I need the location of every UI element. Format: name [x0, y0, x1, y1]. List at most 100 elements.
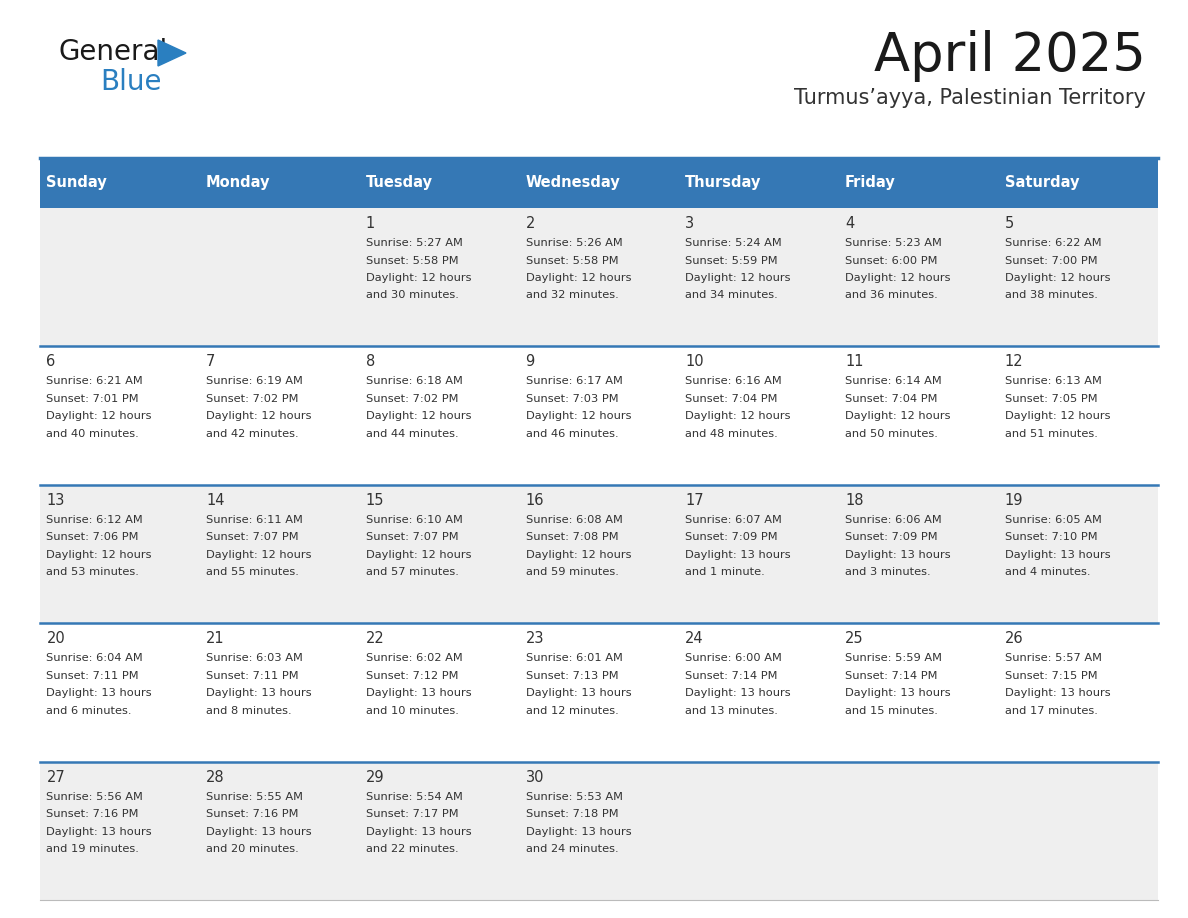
Text: and 48 minutes.: and 48 minutes. — [685, 429, 778, 439]
Text: 26: 26 — [1005, 632, 1023, 646]
Text: Sunset: 5:58 PM: Sunset: 5:58 PM — [366, 255, 459, 265]
Text: Sunset: 7:15 PM: Sunset: 7:15 PM — [1005, 671, 1098, 681]
Bar — [519, 762, 678, 900]
Text: and 22 minutes.: and 22 minutes. — [366, 844, 459, 854]
Bar — [519, 208, 678, 346]
Text: Sunrise: 5:54 AM: Sunrise: 5:54 AM — [366, 791, 462, 801]
Text: and 36 minutes.: and 36 minutes. — [845, 290, 937, 300]
Bar — [839, 762, 998, 900]
Text: 3: 3 — [685, 216, 694, 231]
Text: and 59 minutes.: and 59 minutes. — [525, 567, 619, 577]
Text: Sunrise: 6:04 AM: Sunrise: 6:04 AM — [46, 654, 143, 663]
Text: 7: 7 — [206, 354, 215, 369]
Bar — [40, 485, 200, 623]
Text: Daylight: 12 hours: Daylight: 12 hours — [206, 550, 311, 560]
Text: Sunrise: 5:23 AM: Sunrise: 5:23 AM — [845, 238, 942, 248]
Text: Sunset: 7:12 PM: Sunset: 7:12 PM — [366, 671, 459, 681]
Bar — [200, 346, 360, 485]
Text: 13: 13 — [46, 493, 65, 508]
Text: and 4 minutes.: and 4 minutes. — [1005, 567, 1091, 577]
Text: and 1 minute.: and 1 minute. — [685, 567, 765, 577]
Text: Daylight: 13 hours: Daylight: 13 hours — [46, 826, 152, 836]
Text: 28: 28 — [206, 769, 225, 785]
Text: Sunset: 7:08 PM: Sunset: 7:08 PM — [525, 532, 618, 543]
Text: Sunrise: 5:27 AM: Sunrise: 5:27 AM — [366, 238, 462, 248]
Text: 16: 16 — [525, 493, 544, 508]
Bar — [519, 158, 678, 208]
Text: Wednesday: Wednesday — [525, 175, 620, 191]
Bar — [200, 762, 360, 900]
Text: Sunset: 7:03 PM: Sunset: 7:03 PM — [525, 394, 618, 404]
Text: Daylight: 12 hours: Daylight: 12 hours — [206, 411, 311, 421]
Text: Sunset: 7:09 PM: Sunset: 7:09 PM — [685, 532, 778, 543]
Text: Daylight: 12 hours: Daylight: 12 hours — [525, 273, 631, 283]
Text: 9: 9 — [525, 354, 535, 369]
Text: Sunrise: 6:19 AM: Sunrise: 6:19 AM — [206, 376, 303, 386]
Text: and 10 minutes.: and 10 minutes. — [366, 706, 459, 716]
Text: Daylight: 12 hours: Daylight: 12 hours — [46, 411, 152, 421]
Text: 8: 8 — [366, 354, 375, 369]
Text: Sunrise: 6:07 AM: Sunrise: 6:07 AM — [685, 515, 782, 525]
Bar — [200, 158, 360, 208]
Text: April 2025: April 2025 — [874, 30, 1146, 82]
Text: Sunset: 7:16 PM: Sunset: 7:16 PM — [206, 809, 298, 819]
Text: Sunset: 6:00 PM: Sunset: 6:00 PM — [845, 255, 937, 265]
Bar — [360, 762, 519, 900]
Text: 30: 30 — [525, 769, 544, 785]
Text: Sunrise: 5:24 AM: Sunrise: 5:24 AM — [685, 238, 782, 248]
Text: Sunset: 5:59 PM: Sunset: 5:59 PM — [685, 255, 778, 265]
Bar — [998, 762, 1158, 900]
Bar — [200, 485, 360, 623]
Text: Daylight: 13 hours: Daylight: 13 hours — [845, 688, 950, 699]
Text: General: General — [58, 38, 168, 66]
Text: Sunset: 7:02 PM: Sunset: 7:02 PM — [366, 394, 459, 404]
Text: 22: 22 — [366, 632, 385, 646]
Bar — [519, 485, 678, 623]
Bar — [998, 485, 1158, 623]
Text: Daylight: 13 hours: Daylight: 13 hours — [206, 826, 311, 836]
Text: Sunset: 7:14 PM: Sunset: 7:14 PM — [685, 671, 778, 681]
Text: 19: 19 — [1005, 493, 1023, 508]
Text: Daylight: 12 hours: Daylight: 12 hours — [366, 273, 472, 283]
Text: Daylight: 12 hours: Daylight: 12 hours — [525, 411, 631, 421]
Text: Sunset: 7:05 PM: Sunset: 7:05 PM — [1005, 394, 1098, 404]
Bar — [200, 623, 360, 762]
Text: Daylight: 12 hours: Daylight: 12 hours — [845, 411, 950, 421]
Text: Daylight: 12 hours: Daylight: 12 hours — [685, 411, 791, 421]
Bar — [998, 158, 1158, 208]
Text: 18: 18 — [845, 493, 864, 508]
Text: Daylight: 12 hours: Daylight: 12 hours — [366, 411, 472, 421]
Text: and 3 minutes.: and 3 minutes. — [845, 567, 930, 577]
Bar — [998, 346, 1158, 485]
Bar — [678, 623, 839, 762]
Text: and 6 minutes.: and 6 minutes. — [46, 706, 132, 716]
Text: Sunrise: 6:22 AM: Sunrise: 6:22 AM — [1005, 238, 1101, 248]
Text: Sunset: 7:17 PM: Sunset: 7:17 PM — [366, 809, 459, 819]
Text: and 53 minutes.: and 53 minutes. — [46, 567, 139, 577]
Text: and 44 minutes.: and 44 minutes. — [366, 429, 459, 439]
Text: Sunrise: 6:03 AM: Sunrise: 6:03 AM — [206, 654, 303, 663]
Text: and 17 minutes.: and 17 minutes. — [1005, 706, 1098, 716]
Text: 10: 10 — [685, 354, 703, 369]
Text: and 40 minutes.: and 40 minutes. — [46, 429, 139, 439]
Text: 25: 25 — [845, 632, 864, 646]
Text: Sunrise: 6:08 AM: Sunrise: 6:08 AM — [525, 515, 623, 525]
Text: 23: 23 — [525, 632, 544, 646]
Text: and 57 minutes.: and 57 minutes. — [366, 567, 459, 577]
Text: Daylight: 13 hours: Daylight: 13 hours — [46, 688, 152, 699]
Bar — [678, 762, 839, 900]
Text: Sunrise: 6:13 AM: Sunrise: 6:13 AM — [1005, 376, 1101, 386]
Text: 21: 21 — [206, 632, 225, 646]
Text: Thursday: Thursday — [685, 175, 762, 191]
Text: Sunrise: 6:14 AM: Sunrise: 6:14 AM — [845, 376, 942, 386]
Text: Sunrise: 6:06 AM: Sunrise: 6:06 AM — [845, 515, 942, 525]
Text: and 38 minutes.: and 38 minutes. — [1005, 290, 1098, 300]
Bar — [839, 158, 998, 208]
Text: Sunset: 7:09 PM: Sunset: 7:09 PM — [845, 532, 937, 543]
Bar — [519, 346, 678, 485]
Text: 17: 17 — [685, 493, 703, 508]
Text: Daylight: 12 hours: Daylight: 12 hours — [1005, 273, 1110, 283]
Text: Daylight: 13 hours: Daylight: 13 hours — [1005, 688, 1111, 699]
Bar — [998, 623, 1158, 762]
Bar — [40, 623, 200, 762]
